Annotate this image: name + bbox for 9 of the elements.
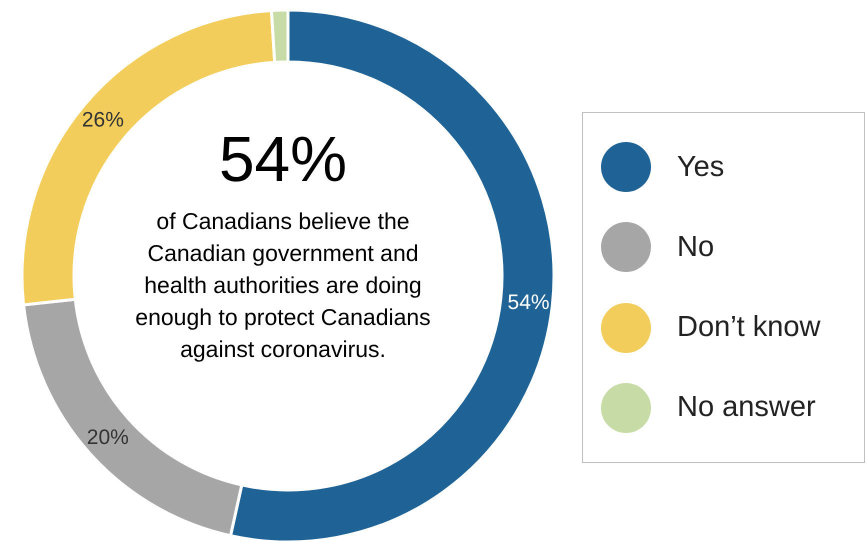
legend-label: Yes bbox=[677, 150, 724, 184]
legend-label: No answer bbox=[677, 391, 816, 424]
data-label: 26% bbox=[82, 108, 124, 132]
text: of Canadians believe the Canadian government and health authorities are doing enough to protect Canadians against coronavirus. bbox=[134, 207, 432, 364]
legend-label: No bbox=[677, 230, 714, 264]
legend-label: Don’t know bbox=[677, 311, 820, 344]
data-label: 20% bbox=[86, 426, 129, 450]
data-label: 54% bbox=[508, 290, 550, 314]
text: 54% bbox=[218, 122, 348, 196]
